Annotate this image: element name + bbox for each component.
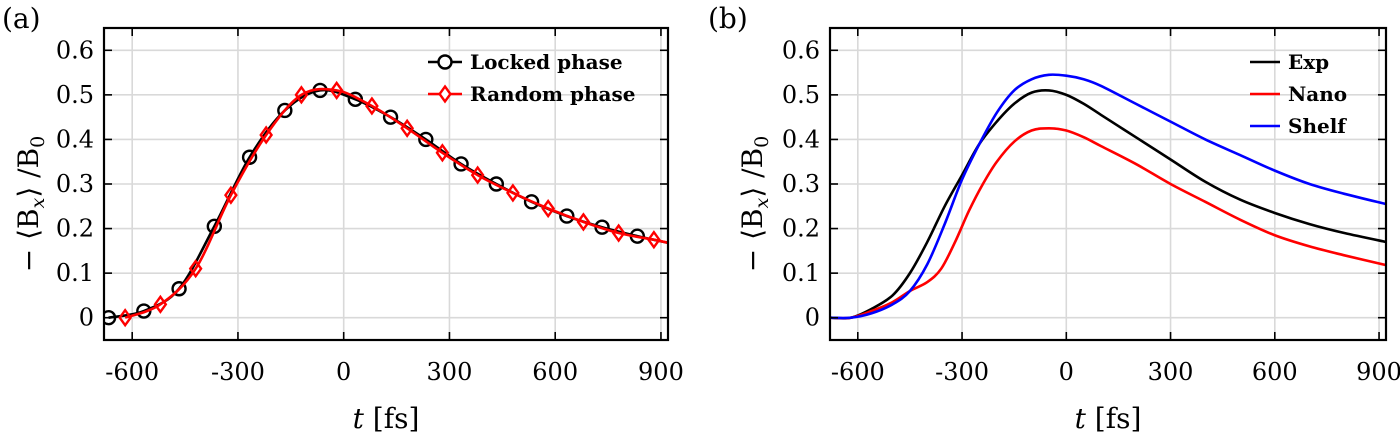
x-tick-label: 300 bbox=[427, 358, 473, 386]
y-tick-label: 0 bbox=[79, 304, 94, 332]
data-point-diamond bbox=[435, 143, 450, 163]
panel-a-ticks: -600 -300 0 300 600 900 0 0.1 0.2 0.3 0.4 0.5 0.6 bbox=[56, 28, 684, 386]
legend-marker-diamond bbox=[438, 84, 452, 104]
y-tick-label: 0.1 bbox=[56, 259, 94, 287]
panel-b-ticks: -600 -300 0 300 600 900 0 0.1 0.2 0.3 0.4 0.5 0.6 bbox=[782, 28, 1400, 386]
data-point-circle bbox=[277, 102, 293, 119]
legend-label: Exp bbox=[1288, 50, 1329, 74]
data-point-circle bbox=[171, 281, 187, 297]
x-tick-label: -600 bbox=[105, 358, 159, 386]
panel-a-x-axis-label: t [fs] bbox=[353, 402, 420, 435]
data-point-diamond bbox=[611, 223, 626, 243]
y-tick-label: 0.2 bbox=[56, 215, 94, 243]
y-tick-label: 0.5 bbox=[782, 81, 820, 109]
x-tick-label: 600 bbox=[1252, 358, 1298, 386]
panel-b-series-shelf bbox=[830, 73, 1386, 320]
panel-a-y-axis-label: − ⟨Bx⟩ /B0 bbox=[12, 136, 49, 273]
x-tick-label: 300 bbox=[1148, 358, 1194, 386]
panel-b-legend: Exp Nano Shelf bbox=[1250, 50, 1347, 138]
data-point-diamond bbox=[470, 165, 485, 185]
series-line bbox=[124, 87, 668, 319]
panel-b-grid bbox=[830, 28, 1386, 340]
data-point-circle bbox=[382, 109, 399, 125]
y-tick-label: 0.3 bbox=[782, 170, 820, 198]
y-tick-label: 0.6 bbox=[782, 36, 820, 64]
data-point-diamond bbox=[259, 125, 274, 145]
panel-a-chart: -600 -300 0 300 600 900 0 0.1 0.2 0.3 0.4 0.5 0.6 (a)… bbox=[2, 2, 684, 435]
x-tick-label: 900 bbox=[1356, 358, 1400, 386]
legend-item: Exp bbox=[1250, 50, 1329, 74]
series-line bbox=[830, 88, 1386, 320]
data-point-diamond bbox=[329, 80, 344, 100]
data-point-diamond bbox=[118, 308, 133, 328]
data-point-circle bbox=[418, 131, 434, 148]
legend-label: Nano bbox=[1288, 82, 1347, 106]
x-tick-label: 0 bbox=[336, 358, 351, 386]
legend-label: Shelf bbox=[1288, 114, 1347, 138]
data-point-diamond bbox=[224, 185, 238, 205]
x-tick-label: -300 bbox=[211, 358, 265, 386]
panel-a-label: (a) bbox=[2, 2, 41, 35]
data-point-circle bbox=[104, 310, 117, 326]
y-tick-label: 0.5 bbox=[56, 81, 94, 109]
x-tick-label: 0 bbox=[1059, 358, 1074, 386]
panel-a-legend: Locked phase Random phase bbox=[428, 50, 636, 106]
legend-label: Random phase bbox=[470, 82, 636, 106]
data-point-diamond bbox=[294, 85, 309, 105]
data-point-circle bbox=[453, 156, 469, 172]
data-point-circle bbox=[523, 194, 540, 210]
data-point-diamond bbox=[188, 259, 203, 279]
data-point-diamond bbox=[647, 230, 661, 250]
y-tick-label: 0 bbox=[805, 304, 820, 332]
x-tick-label: 600 bbox=[532, 358, 578, 386]
x-tick-label: -600 bbox=[831, 358, 885, 386]
legend-marker-circle bbox=[437, 54, 453, 70]
y-tick-label: 0.4 bbox=[782, 125, 820, 153]
y-tick-label: 0.1 bbox=[782, 259, 820, 287]
legend-item: Nano bbox=[1250, 82, 1347, 106]
y-tick-label: 0.3 bbox=[56, 170, 94, 198]
data-point-diamond bbox=[365, 96, 379, 116]
panel-b-y-axis-label: − ⟨Bx⟩ /B0 bbox=[736, 136, 773, 273]
data-point-circle bbox=[488, 176, 505, 192]
panel-b-series-exp bbox=[830, 88, 1386, 320]
legend-item: Random phase bbox=[428, 82, 636, 106]
legend-label: Locked phase bbox=[470, 50, 623, 74]
data-point-diamond bbox=[400, 118, 415, 138]
panel-a-grid bbox=[104, 28, 668, 340]
panel-a-series-random-phase bbox=[118, 80, 668, 328]
x-tick-label: 900 bbox=[638, 358, 684, 386]
data-point-circle bbox=[559, 208, 575, 224]
y-tick-label: 0.4 bbox=[56, 125, 94, 153]
panel-b-chart: -600 -300 0 300 600 900 0 0.1 0.2 0.3 0.4 0.5 0.6 (b)… bbox=[708, 2, 1400, 435]
panel-a-series-locked-phase bbox=[104, 82, 668, 326]
y-tick-label: 0.2 bbox=[782, 215, 820, 243]
data-point-diamond bbox=[506, 183, 520, 203]
panel-b-x-axis-label: t [fs] bbox=[1075, 402, 1142, 435]
series-line bbox=[830, 73, 1386, 320]
data-point-diamond bbox=[541, 198, 556, 219]
legend-item: Shelf bbox=[1250, 114, 1347, 138]
data-point-diamond bbox=[153, 294, 168, 314]
x-tick-label: -300 bbox=[935, 358, 989, 386]
panel-b-label: (b) bbox=[708, 2, 748, 35]
data-point-diamond bbox=[576, 212, 591, 232]
y-tick-label: 0.6 bbox=[56, 36, 94, 64]
legend-item: Locked phase bbox=[428, 50, 623, 74]
